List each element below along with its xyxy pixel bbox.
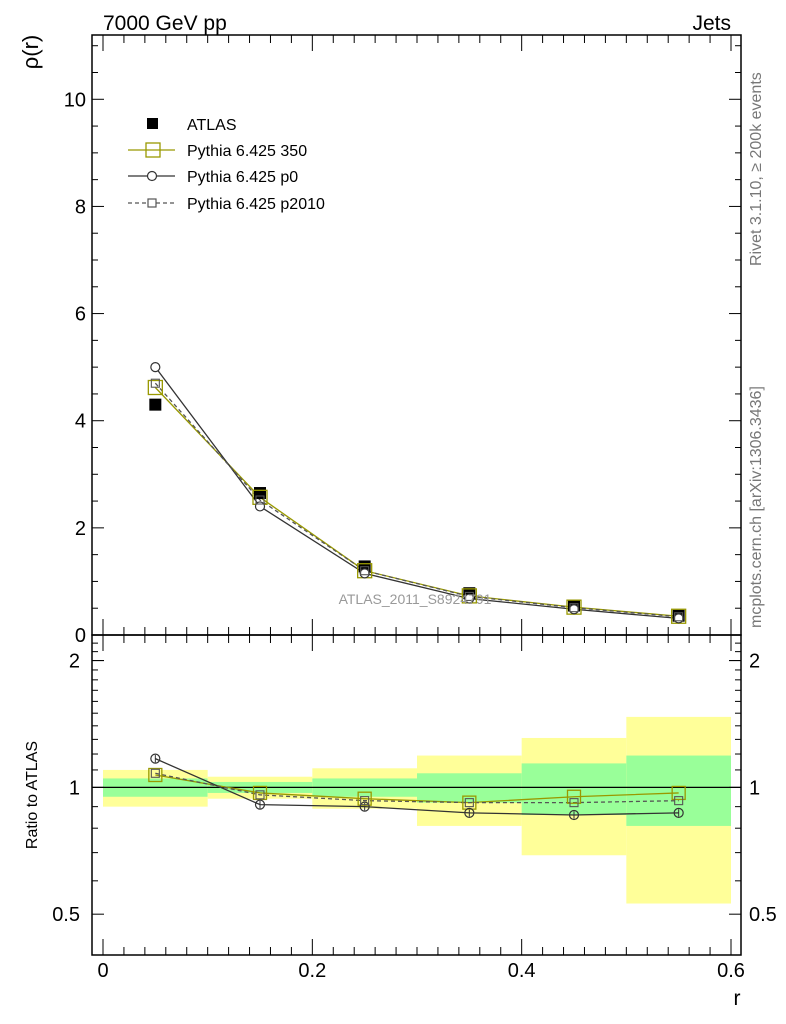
analysis-watermark: ATLAS_2011_S8924791 <box>339 591 492 607</box>
uncertainty-band-inner <box>521 763 627 815</box>
ratio-point-pythia-p0 <box>464 807 475 818</box>
data-point-pythia-p2010 <box>569 603 579 613</box>
main-y-tick-label: 10 <box>64 89 86 111</box>
ratio-series-line-0 <box>155 774 679 804</box>
ratio-y-tick-label: 1 <box>69 777 80 799</box>
side-text-top: Rivet 3.1.10, ≥ 200k events <box>748 72 765 266</box>
x-tick-label: 0.2 <box>298 960 326 982</box>
data-point-pythia-p0 <box>568 604 580 615</box>
data-point-pythia-p2010 <box>150 378 160 388</box>
ratio-point-pythia-p0 <box>673 807 684 818</box>
ratio-point-pythia-350 <box>671 785 686 801</box>
main-plot-panel: 0 2 4 6 8 10 <box>64 34 742 647</box>
data-point-pythia-p0 <box>673 613 684 624</box>
x-tick-label: 0 <box>97 960 108 982</box>
x-tick-label: 0.6 <box>717 960 745 982</box>
ratio-point-pythia-p0 <box>254 799 266 810</box>
side-text-bottom: mcplots.cern.ch [arXiv:1306.3436] <box>748 386 765 628</box>
ratio-y-tick-label: 0.5 <box>52 904 80 926</box>
main-y-tick-label: 6 <box>75 304 86 326</box>
ratio-point-pythia-350 <box>252 785 268 801</box>
legend-marker-pythia-p2010 <box>147 198 157 208</box>
x-tick-label: 0.4 <box>508 960 536 982</box>
data-point-pythia-p2010 <box>464 591 474 601</box>
legend-label-atlas: ATLAS <box>187 117 237 134</box>
legend-marker-atlas <box>147 118 158 129</box>
data-point-pythia-p0 <box>359 568 370 579</box>
ratio-point-pythia-p0 <box>150 753 161 764</box>
ratio-point-pythia-p2010 <box>255 790 265 800</box>
main-y-tick-label: 2 <box>75 518 86 540</box>
ratio-series-line-1 <box>155 758 679 816</box>
header-left-label: 7000 GeV pp <box>103 12 227 35</box>
ratio-point-pythia-p2010 <box>150 768 160 778</box>
ratio-y-tick-label-right: 0.5 <box>749 904 777 926</box>
ratio-point-pythia-p2010 <box>569 798 579 808</box>
legend-marker-pythia-p0 <box>146 170 158 182</box>
ratio-y-axis-label: Ratio to ATLAS <box>24 741 41 849</box>
main-y-tick-label: 4 <box>75 411 86 433</box>
data-point-pythia-p2010 <box>360 566 370 576</box>
header-right-label: Jets <box>692 12 731 35</box>
data-point-pythia-p2010 <box>674 612 684 622</box>
data-point-pythia-p2010 <box>255 495 265 505</box>
legend: ATLAS Pythia 6.425 350 Pythia 6.425 p0 P… <box>128 117 325 213</box>
data-point-atlas <box>149 398 162 411</box>
main-y-axis-label: ρ(r) <box>18 35 43 70</box>
main-y-tick-label: 0 <box>75 625 86 647</box>
ratio-point-pythia-350 <box>462 795 477 810</box>
x-axis-label: r <box>734 987 741 1010</box>
ratio-y-tick-label: 2 <box>69 651 80 673</box>
legend-label-pythia-p0: Pythia 6.425 p0 <box>187 169 298 186</box>
ratio-point-pythia-p2010 <box>464 798 474 808</box>
data-point-pythia-350 <box>147 379 163 396</box>
main-y-tick-label: 8 <box>75 196 86 218</box>
series-line-2 <box>154 366 679 620</box>
ratio-point-pythia-p2010 <box>360 796 370 806</box>
legend-label-pythia-p2010: Pythia 6.425 p2010 <box>187 196 325 213</box>
ratio-point-pythia-350 <box>566 789 582 804</box>
ratio-point-pythia-p0 <box>568 809 580 821</box>
ratio-point-pythia-p0 <box>359 801 370 812</box>
legend-label-pythia-350: Pythia 6.425 350 <box>187 143 307 160</box>
ratio-point-pythia-p2010 <box>674 796 684 806</box>
ratio-y-tick-label-right: 1 <box>749 777 760 799</box>
series-line-3 <box>154 382 679 618</box>
series-line-1 <box>154 387 679 617</box>
data-point-pythia-p0 <box>254 501 266 512</box>
ratio-point-pythia-350 <box>148 767 163 783</box>
data-point-pythia-p0 <box>150 362 161 373</box>
ratio-plot-panel: 0.5 0.5 1 1 2 2 0 0.2 0.4 0.6 <box>52 634 777 982</box>
ratio-y-tick-label-right: 2 <box>749 651 760 673</box>
legend-marker-pythia-350 <box>145 142 161 158</box>
